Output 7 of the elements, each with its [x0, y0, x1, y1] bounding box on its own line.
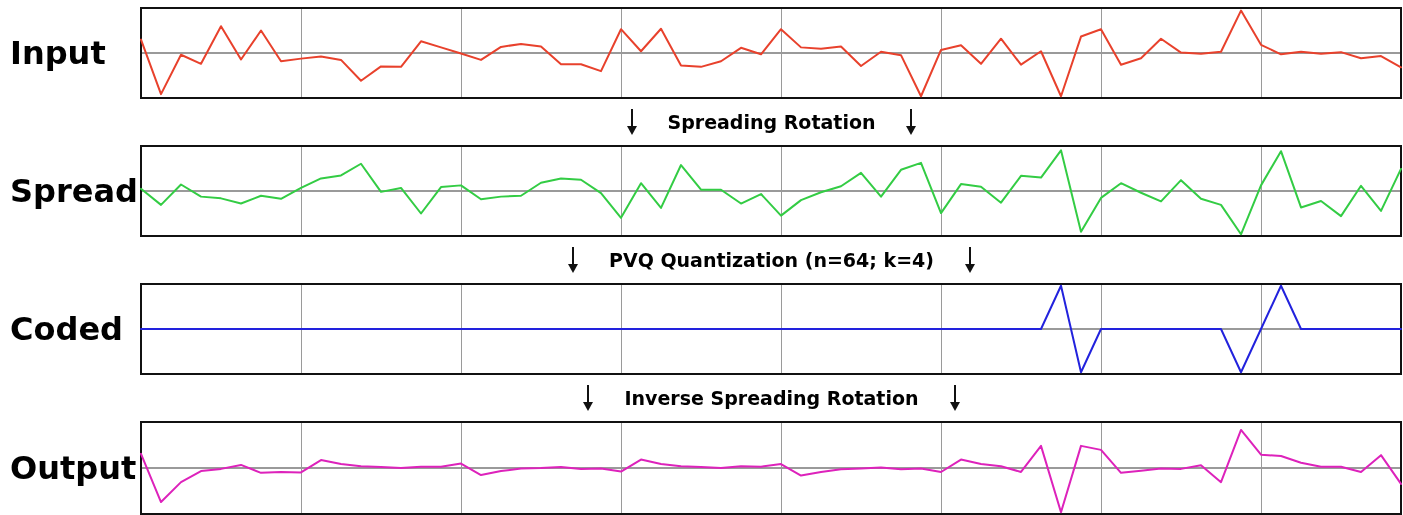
y-axis-title: Output	[9, 449, 138, 487]
text: PVQ Quantization (n=64; k=4)	[609, 249, 934, 271]
y-axis-title: Input	[9, 34, 107, 72]
text: Spreading Rotation	[667, 111, 876, 133]
text: Inverse Spreading Rotation	[624, 387, 919, 409]
y-axis-title: Coded	[9, 310, 124, 348]
y-axis-title: Spread	[9, 172, 139, 210]
